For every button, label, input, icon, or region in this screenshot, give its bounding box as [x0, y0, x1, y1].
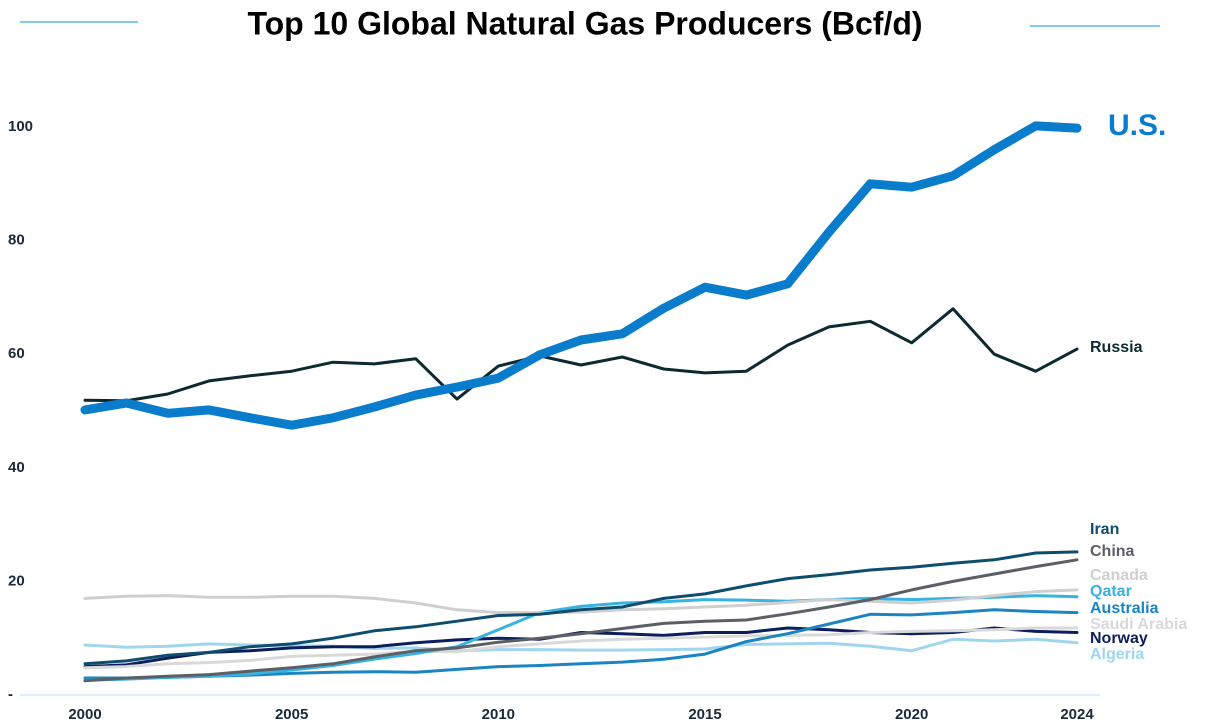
series-label: Canada [1090, 567, 1148, 584]
y-tick-label: 40 [8, 459, 25, 476]
series-line [83, 626, 1079, 670]
chart-title: Top 10 Global Natural Gas Producers (Bcf… [247, 5, 922, 41]
series-line [83, 637, 1079, 653]
x-tick-label: 2000 [68, 706, 101, 723]
series-label: U.S. [1108, 109, 1166, 142]
y-tick-label: - [8, 686, 13, 703]
series-label: Iran [1090, 521, 1119, 538]
series-label: Norway [1090, 630, 1148, 647]
x-tick-label: 2015 [688, 706, 721, 723]
y-tick-label: 60 [8, 345, 25, 362]
series-label: Qatar [1090, 583, 1132, 600]
y-tick-label: 100 [8, 118, 33, 135]
series-line [83, 558, 1079, 683]
x-tick-label: 2020 [895, 706, 928, 723]
series-label: Saudi Arabia [1090, 616, 1187, 633]
series-line [83, 307, 1079, 403]
series-line [80, 121, 1082, 430]
series-line [83, 550, 1079, 666]
series-label: China [1090, 543, 1135, 560]
y-tick-label: 80 [8, 232, 25, 249]
series-label: Australia [1090, 600, 1159, 617]
series-line [83, 594, 1079, 682]
x-tick-label: 2024 [1060, 706, 1094, 723]
x-tick-label: 2010 [482, 706, 515, 723]
y-tick-label: 20 [8, 572, 25, 589]
series-label: Russia [1090, 339, 1143, 356]
series-line [83, 588, 1079, 615]
x-tick-label: 2005 [275, 706, 308, 723]
series-label: Algeria [1090, 646, 1144, 663]
